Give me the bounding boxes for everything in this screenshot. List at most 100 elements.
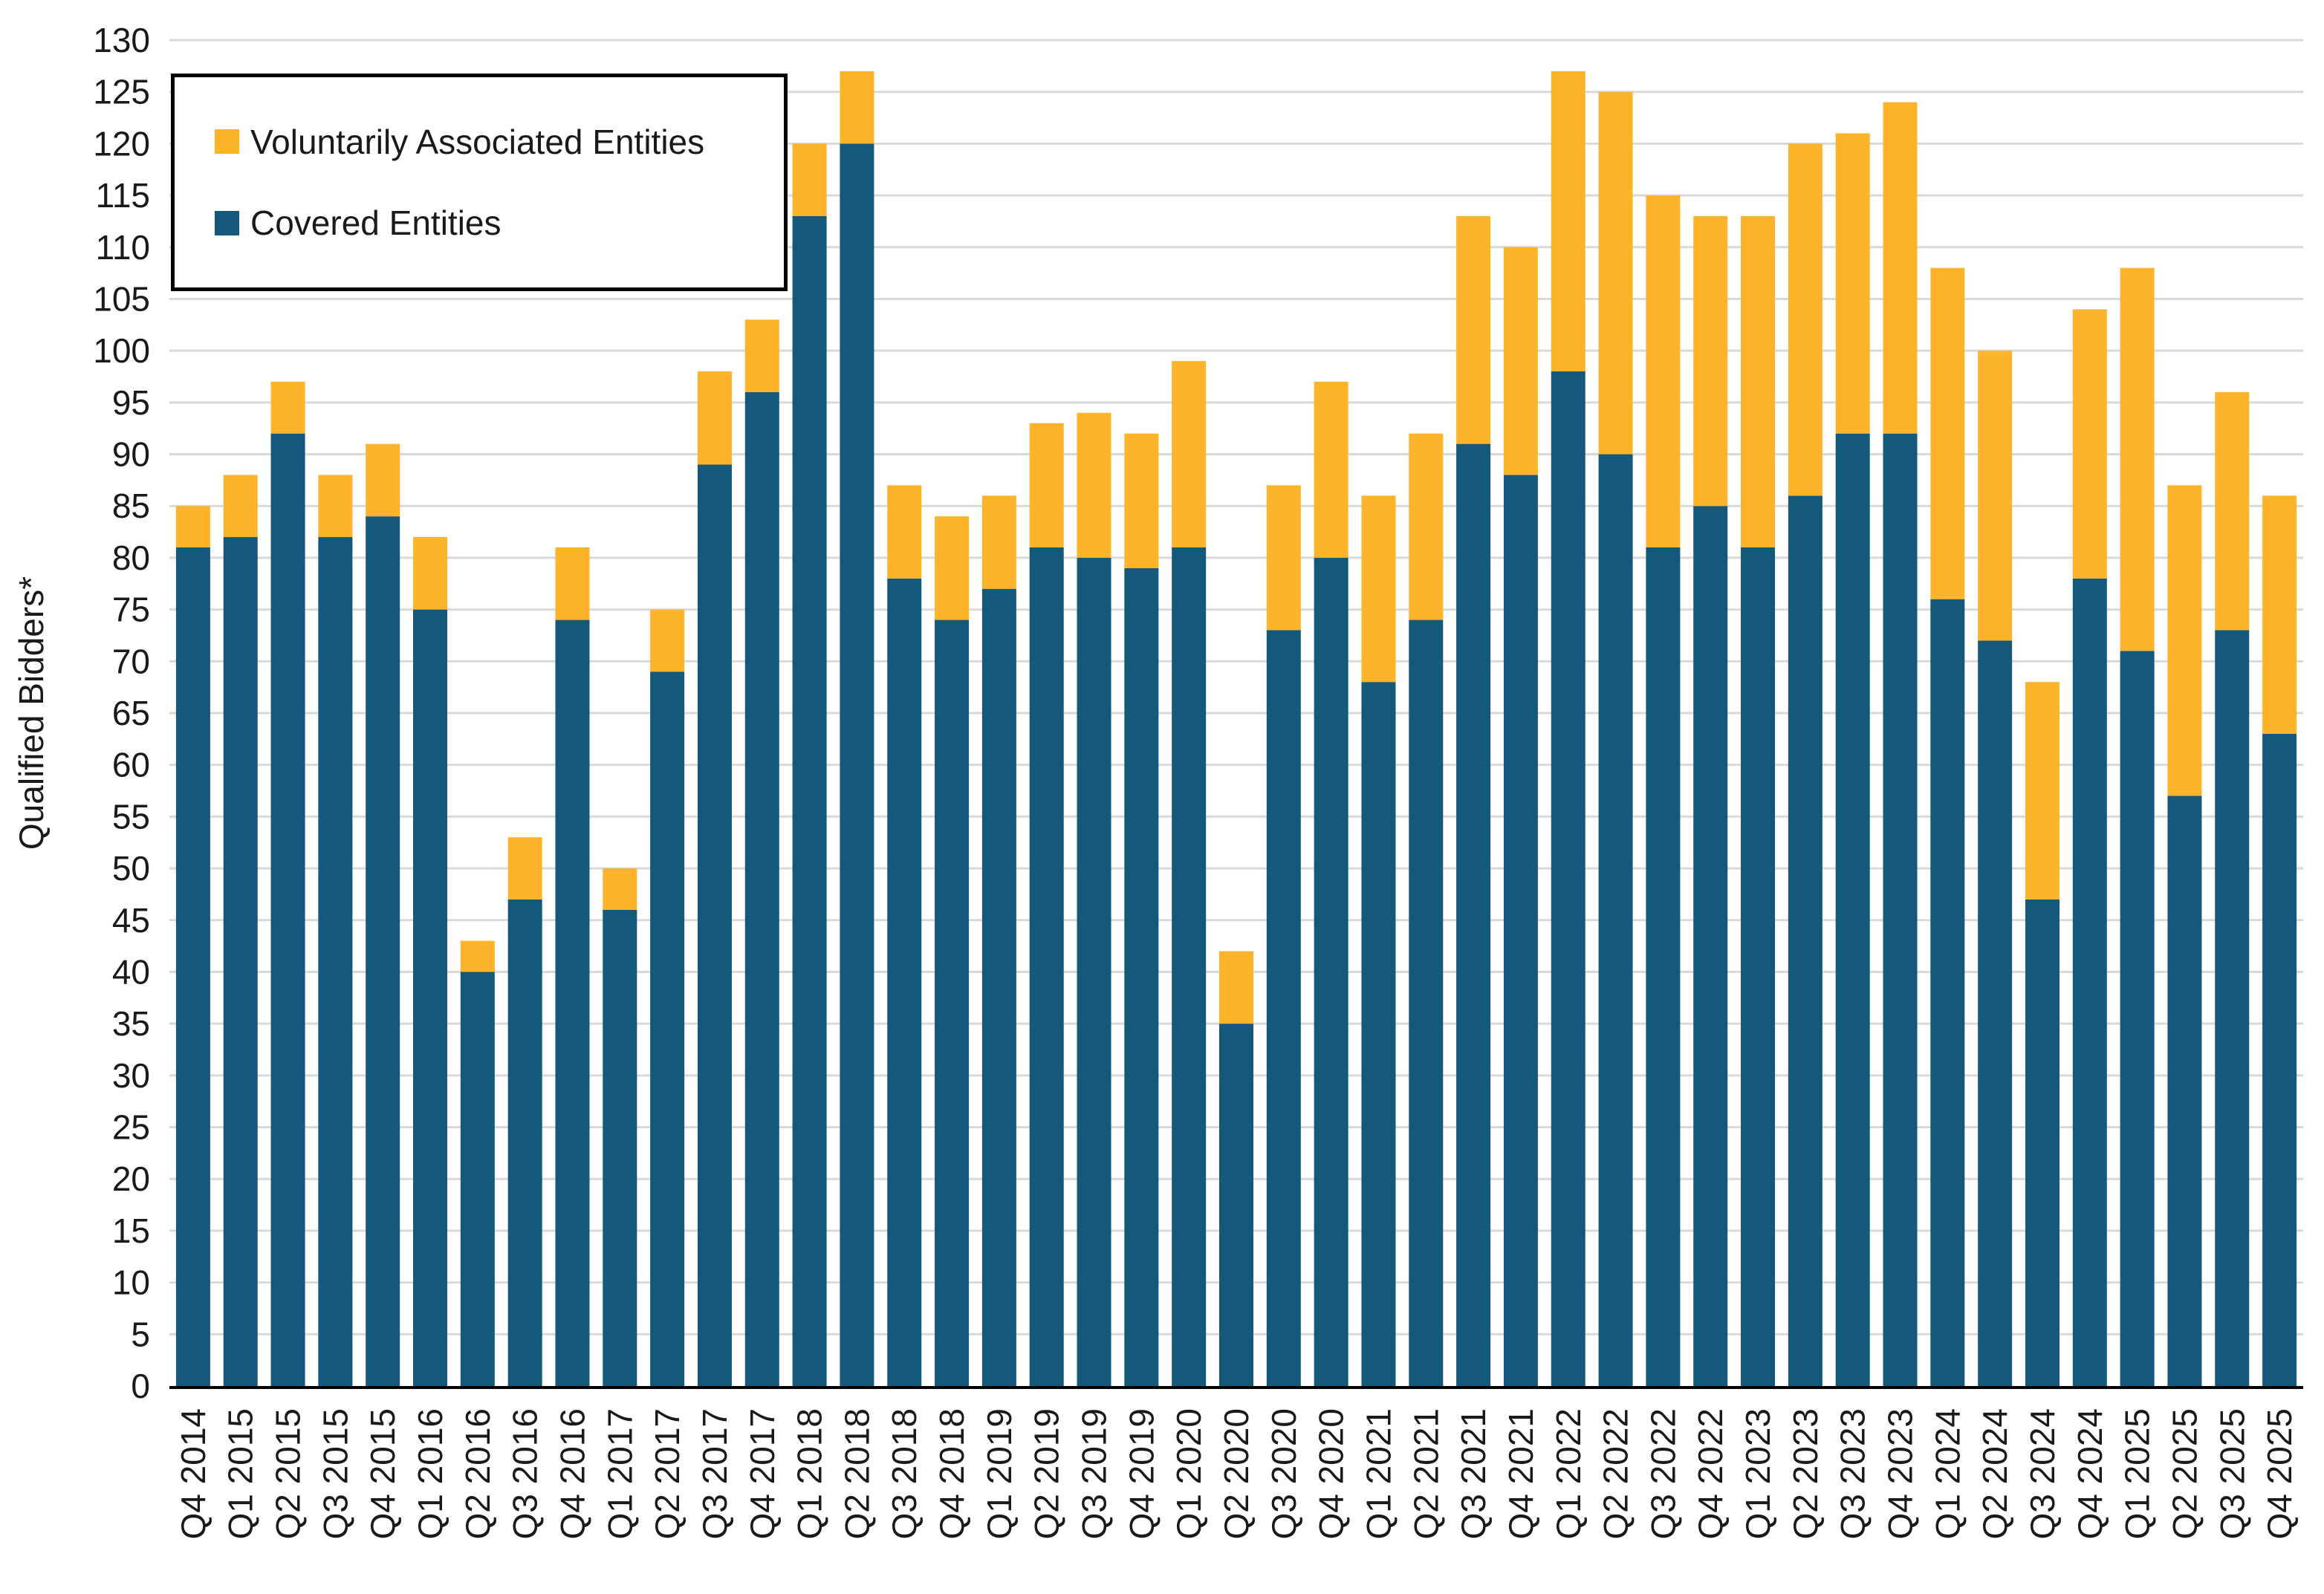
y-tick-label: 115	[96, 176, 150, 215]
x-tick-label: Q3 2024	[2023, 1408, 2062, 1539]
bar-voluntarily-associated-Q4-2015	[366, 443, 400, 517]
bar-voluntarily-associated-Q3-2015	[318, 475, 353, 538]
y-tick-label: 40	[112, 952, 150, 991]
bar-voluntarily-associated-Q2-2019	[1029, 423, 1064, 547]
bar-covered-Q4-2021	[1503, 475, 1538, 1386]
bar-voluntarily-associated-Q4-2016	[555, 547, 590, 620]
y-tick-label: 5	[131, 1315, 150, 1353]
x-tick-label: Q1 2018	[791, 1408, 829, 1539]
bar-voluntarily-associated-Q3-2016	[507, 837, 542, 900]
bar-voluntarily-associated-Q1-2019	[981, 495, 1016, 589]
x-tick-label: Q2 2024	[1976, 1408, 2014, 1539]
bar-voluntarily-associated-Q2-2020	[1219, 951, 1253, 1024]
bar-covered-Q2-2018	[840, 143, 874, 1386]
bar-covered-Q2-2022	[1598, 454, 1633, 1386]
y-tick-label: 130	[93, 21, 150, 59]
bar-voluntarily-associated-Q2-2022	[1598, 91, 1633, 455]
bar-voluntarily-associated-Q3-2018	[887, 485, 922, 579]
x-tick-label: Q1 2025	[2118, 1408, 2157, 1539]
y-tick-label: 75	[112, 591, 150, 629]
bar-voluntarily-associated-Q3-2021	[1456, 215, 1491, 444]
x-tick-label: Q3 2020	[1265, 1408, 1303, 1539]
y-tick-label: 90	[112, 435, 150, 474]
x-tick-label: Q4 2022	[1691, 1408, 1730, 1539]
y-tick-label: 80	[112, 539, 150, 577]
x-tick-label: Q2 2022	[1597, 1408, 1635, 1539]
legend: Voluntarily Associated Entities Covered …	[171, 74, 788, 291]
x-tick-label: Q2 2020	[1217, 1408, 1256, 1539]
bar-covered-Q3-2020	[1266, 630, 1301, 1386]
bar-covered-Q1-2019	[981, 588, 1016, 1386]
x-tick-label: Q2 2018	[837, 1408, 876, 1539]
x-tick-label: Q4 2025	[2260, 1408, 2299, 1539]
bar-voluntarily-associated-Q4-2022	[1693, 215, 1728, 507]
y-tick-label: 100	[93, 331, 150, 370]
x-tick-label: Q1 2022	[1549, 1408, 1588, 1539]
x-tick-label: Q2 2015	[269, 1408, 308, 1539]
bar-covered-Q1-2015	[223, 537, 258, 1386]
bar-voluntarily-associated-Q4-2021	[1503, 247, 1538, 475]
legend-item-covered-entities: Covered Entities	[215, 206, 784, 240]
x-tick-label: Q3 2016	[506, 1408, 545, 1539]
bar-voluntarily-associated-Q1-2018	[792, 143, 827, 216]
bar-covered-Q1-2017	[603, 909, 637, 1386]
legend-item-voluntarily-associated-entities: Voluntarily Associated Entities	[215, 125, 784, 159]
bar-covered-Q3-2017	[697, 464, 732, 1386]
bar-covered-Q1-2025	[2120, 651, 2155, 1386]
y-tick-label: 20	[112, 1159, 150, 1198]
y-axis-title: Qualified Bidders*	[12, 576, 51, 850]
bar-covered-Q1-2023	[1741, 547, 1776, 1386]
y-tick-label: 15	[112, 1211, 150, 1250]
y-tick-label: 50	[112, 849, 150, 888]
x-tick-label: Q3 2021	[1454, 1408, 1493, 1539]
y-tick-label: 25	[112, 1108, 150, 1147]
x-tick-label: Q4 2020	[1312, 1408, 1351, 1539]
x-tick-label: Q1 2016	[411, 1408, 449, 1539]
x-tick-label: Q4 2021	[1502, 1408, 1540, 1539]
y-tick-label: 45	[112, 901, 150, 940]
x-tick-label: Q3 2015	[316, 1408, 354, 1539]
x-tick-label: Q1 2017	[600, 1408, 639, 1539]
x-tick-label: Q4 2017	[743, 1408, 782, 1539]
legend-label-covered-entities: Covered Entities	[250, 204, 502, 243]
bar-covered-Q4-2025	[2262, 733, 2297, 1386]
bar-voluntarily-associated-Q4-2024	[2072, 309, 2107, 579]
bar-voluntarily-associated-Q1-2024	[1930, 267, 1965, 599]
y-tick-label: 70	[112, 642, 150, 680]
voluntarily-associated-entities-swatch-icon	[215, 129, 239, 154]
y-tick-label: 30	[112, 1056, 150, 1095]
bar-covered-Q2-2017	[650, 671, 685, 1386]
bar-covered-Q2-2016	[460, 972, 495, 1386]
bar-covered-Q2-2015	[270, 433, 305, 1386]
bar-covered-Q2-2023	[1788, 495, 1822, 1387]
bar-covered-Q2-2021	[1409, 619, 1444, 1386]
y-tick-label: 0	[131, 1367, 150, 1405]
bar-covered-Q2-2020	[1219, 1024, 1253, 1386]
x-tick-label: Q2 2025	[2165, 1408, 2204, 1539]
y-tick-label: 65	[112, 694, 150, 732]
x-tick-label: Q1 2020	[1169, 1408, 1208, 1539]
x-tick-label: Q2 2023	[1786, 1408, 1825, 1539]
x-tick-label: Q2 2021	[1406, 1408, 1445, 1539]
bar-covered-Q3-2021	[1456, 443, 1491, 1386]
x-tick-label: Q2 2017	[648, 1408, 687, 1539]
bar-covered-Q1-2024	[1930, 599, 1965, 1386]
bar-covered-Q3-2025	[2215, 630, 2250, 1386]
legend-label-voluntarily-associated-entities: Voluntarily Associated Entities	[250, 122, 705, 161]
bar-covered-Q3-2016	[507, 899, 542, 1386]
bar-covered-Q3-2022	[1646, 547, 1681, 1386]
bar-covered-Q3-2015	[318, 537, 353, 1386]
y-tick-label: 85	[112, 487, 150, 525]
x-tick-label: Q1 2021	[1359, 1408, 1398, 1539]
bar-voluntarily-associated-Q3-2019	[1077, 412, 1111, 558]
x-tick-label: Q4 2024	[2071, 1408, 2109, 1539]
bar-voluntarily-associated-Q3-2025	[2215, 391, 2250, 631]
bar-voluntarily-associated-Q2-2025	[2167, 485, 2202, 796]
bar-voluntarily-associated-Q4-2020	[1314, 381, 1348, 558]
x-tick-label: Q4 2019	[1122, 1408, 1161, 1539]
y-tick-label: 55	[112, 797, 150, 836]
bar-voluntarily-associated-Q4-2019	[1124, 433, 1159, 568]
x-tick-label: Q1 2015	[221, 1408, 260, 1539]
x-tick-label: Q1 2023	[1739, 1408, 1777, 1539]
